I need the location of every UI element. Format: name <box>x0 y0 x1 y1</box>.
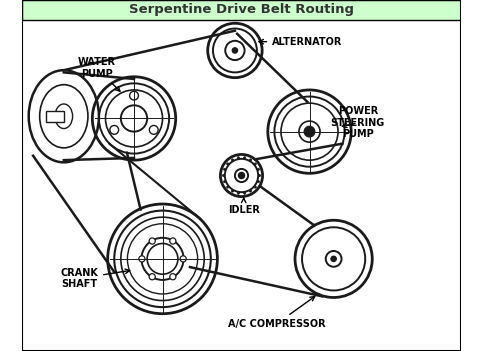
Circle shape <box>170 238 176 244</box>
Circle shape <box>237 192 240 194</box>
Text: ALTERNATOR: ALTERNATOR <box>259 37 342 47</box>
Circle shape <box>227 163 229 165</box>
Circle shape <box>249 190 252 192</box>
Text: CRANK
SHAFT: CRANK SHAFT <box>60 268 130 290</box>
Circle shape <box>254 163 256 165</box>
Circle shape <box>147 244 178 274</box>
Circle shape <box>170 274 176 280</box>
Circle shape <box>129 91 139 100</box>
Circle shape <box>149 126 158 134</box>
Circle shape <box>139 256 145 262</box>
Circle shape <box>231 159 234 161</box>
Circle shape <box>304 126 315 137</box>
Text: Serpentine Drive Belt Routing: Serpentine Drive Belt Routing <box>129 4 354 16</box>
Text: POWER
STEERING
PUMP: POWER STEERING PUMP <box>331 106 385 139</box>
Circle shape <box>110 126 119 134</box>
Circle shape <box>231 190 234 192</box>
Circle shape <box>331 256 336 261</box>
Circle shape <box>243 192 246 194</box>
Circle shape <box>180 256 186 262</box>
Circle shape <box>254 186 256 188</box>
Circle shape <box>224 180 226 183</box>
Circle shape <box>258 174 261 177</box>
Bar <box>22 0 461 20</box>
Circle shape <box>249 159 252 161</box>
Text: A/C COMPRESSOR: A/C COMPRESSOR <box>228 297 326 329</box>
Circle shape <box>224 168 226 171</box>
Circle shape <box>239 172 244 179</box>
Circle shape <box>149 274 156 280</box>
Circle shape <box>222 174 225 177</box>
Circle shape <box>237 157 240 159</box>
Text: WATER
PUMP: WATER PUMP <box>78 57 120 91</box>
Circle shape <box>149 238 156 244</box>
Circle shape <box>232 48 238 53</box>
Circle shape <box>257 168 259 171</box>
Text: IDLER: IDLER <box>228 198 260 215</box>
Circle shape <box>257 180 259 183</box>
Bar <box>46 111 64 122</box>
Circle shape <box>243 157 246 159</box>
Circle shape <box>227 186 229 188</box>
